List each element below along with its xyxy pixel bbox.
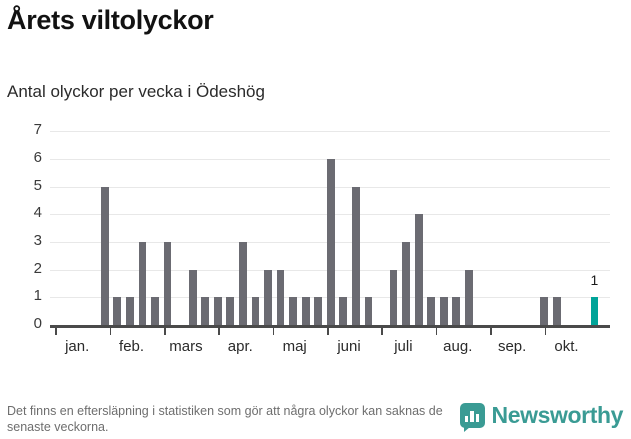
bar[interactable] [326, 158, 335, 325]
x-axis-month-label: sep. [497, 338, 527, 355]
bar[interactable] [540, 297, 549, 325]
bar[interactable] [351, 186, 360, 325]
bar[interactable] [389, 269, 398, 325]
x-axis-month-label: aug. [443, 338, 473, 355]
bar[interactable] [163, 241, 172, 325]
x-axis-tick [327, 327, 329, 335]
bar[interactable] [427, 297, 436, 325]
bar[interactable] [464, 269, 473, 325]
bar[interactable] [402, 241, 410, 325]
bar[interactable] [125, 297, 134, 325]
y-axis-tick-label: 1 [33, 287, 42, 305]
bar-chart: 0 1 2 3 4 5 6 7 jan. feb. mars apr. maj juni juli aug.… [0, 120, 631, 370]
footnote: Det finns en eftersläpning i statistiken… [7, 404, 443, 434]
y-axis-tick-label: 7 [33, 121, 42, 139]
x-axis-tick [272, 327, 275, 335]
page-subtitle: Antal olyckor per vecka i Ödeshög [7, 82, 265, 101]
y-axis-tick-label: 0 [33, 315, 42, 332]
y-axis-tick-label: 5 [33, 176, 42, 194]
bar[interactable] [151, 297, 159, 325]
bar[interactable] [289, 297, 297, 325]
newsworthy-logo[interactable]: Newsworthy [459, 402, 624, 432]
page-title: Årets viltolyckor [7, 5, 214, 35]
bar[interactable] [552, 297, 561, 325]
bar[interactable] [188, 269, 197, 325]
bar[interactable] [314, 297, 323, 325]
bar[interactable] [213, 297, 222, 325]
bar[interactable] [238, 241, 247, 325]
x-axis-month-label: okt. [554, 338, 579, 355]
bar-value-label: 1 [590, 272, 599, 289]
x-axis-month-label: feb. [119, 338, 145, 355]
brand-name: Newsworthy [491, 402, 624, 428]
y-axis-tick-label: 2 [33, 259, 42, 277]
x-axis-tick [435, 327, 438, 335]
y-axis-tick-label: 6 [33, 148, 42, 166]
bar[interactable] [138, 241, 147, 325]
x-axis-month-label: juni [337, 338, 361, 355]
bar[interactable] [414, 214, 423, 325]
x-axis-tick [109, 327, 112, 335]
x-axis-tick [544, 327, 547, 335]
y-axis-tick-label: 4 [33, 204, 42, 222]
x-axis-tick [218, 327, 220, 335]
bar[interactable] [301, 297, 310, 325]
bar[interactable] [339, 297, 348, 325]
x-axis-month-label: juli [394, 338, 413, 355]
bar-chart-bubble-icon [459, 403, 485, 432]
bar[interactable] [251, 297, 260, 325]
bar[interactable] [590, 297, 599, 325]
bar[interactable] [452, 297, 461, 325]
x-axis-month-label: mars [169, 338, 203, 355]
bar[interactable] [364, 297, 373, 325]
x-axis-month-label: apr. [227, 338, 253, 355]
x-axis-tick [163, 327, 166, 335]
bar[interactable] [276, 269, 285, 325]
x-axis-tick [490, 327, 492, 335]
x-axis-line [50, 325, 610, 328]
x-axis-tick [381, 327, 383, 335]
bar[interactable] [201, 297, 210, 325]
gridline [50, 131, 610, 133]
bar[interactable] [439, 297, 448, 325]
x-axis-tick [55, 327, 57, 335]
bar[interactable] [264, 269, 272, 325]
x-axis-month-label: maj [282, 338, 307, 355]
x-axis-month-label: jan. [65, 338, 90, 355]
y-axis-tick-label: 3 [33, 231, 42, 249]
bar[interactable] [226, 297, 235, 325]
bar[interactable] [113, 297, 122, 325]
bar[interactable] [100, 186, 109, 325]
